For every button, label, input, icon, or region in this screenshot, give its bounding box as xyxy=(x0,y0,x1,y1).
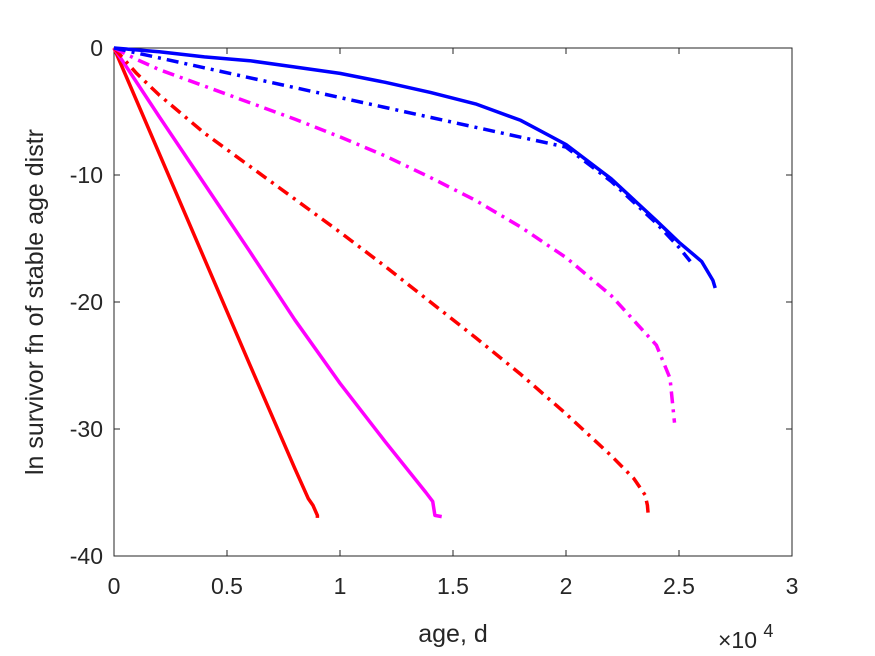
series-line-2 xyxy=(112,47,443,519)
x-exponent-base: ×10 xyxy=(718,627,757,653)
x-tick-label: 1.5 xyxy=(437,573,469,599)
x-exponent-label: ×10 4 xyxy=(718,621,773,653)
x-tick-label: 3 xyxy=(786,573,799,599)
x-axis-title: age, d xyxy=(418,620,488,648)
y-tick-label: -30 xyxy=(70,416,103,442)
x-tick-label: 2.5 xyxy=(663,573,695,599)
series-line-3 xyxy=(112,46,651,519)
y-tick-label: -10 xyxy=(70,162,103,188)
series-line-5 xyxy=(113,46,692,263)
y-tick-label: 0 xyxy=(90,35,103,61)
y-axis-title: ln survivor fn of stable age distr xyxy=(21,129,49,475)
x-tick-label: 0.5 xyxy=(211,573,243,599)
x-tick-label: 1 xyxy=(334,573,347,599)
plot-area xyxy=(113,47,793,557)
axis-ticks: 0 0.5 1 1.5 2 2.5 3 0 -10 -20 -30 -40 xyxy=(70,35,799,599)
x-tick-label: 2 xyxy=(560,573,573,599)
y-tick-label: -40 xyxy=(70,543,103,569)
series-line-1 xyxy=(112,47,320,518)
series-line-6 xyxy=(113,46,717,289)
x-tick-label: 0 xyxy=(108,573,121,599)
series-layer xyxy=(112,46,717,519)
x-exponent-power: 4 xyxy=(763,621,773,641)
series-line-4 xyxy=(113,46,677,423)
y-tick-label: -20 xyxy=(70,289,103,315)
